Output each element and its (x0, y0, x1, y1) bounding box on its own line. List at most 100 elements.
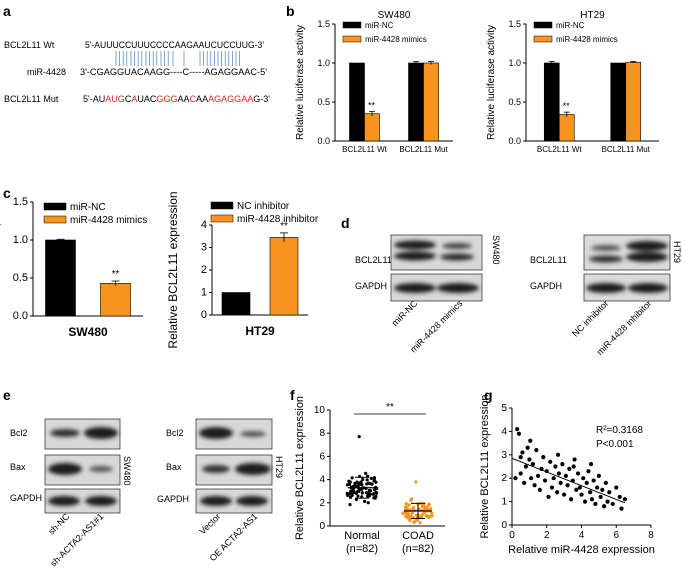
d-right-row-bcl2l11: BCL2L11 (530, 255, 567, 265)
g-point (572, 457, 577, 462)
f-dot-normal (356, 494, 360, 498)
c-sw480-significance: ** (112, 269, 120, 280)
f-dot-normal (364, 471, 368, 475)
f-dot-coad (406, 516, 410, 520)
e-right-lane-1: Vector (197, 511, 222, 536)
g-point (555, 490, 560, 495)
g-point (556, 471, 562, 476)
g-point (523, 464, 529, 469)
g-point (537, 487, 542, 492)
g-y-label: Relative BCL2L11 expression (479, 394, 491, 538)
mut-seq-part: AGAGGAA (208, 94, 253, 104)
b-sw480-y-tick-label: 1.0 (317, 58, 330, 68)
c-ht29-y-tick-label: 3 (201, 242, 207, 254)
panel-label-b: b (286, 3, 295, 19)
g-point (528, 438, 533, 443)
g-point (534, 448, 539, 453)
f-dot-coad (418, 521, 422, 525)
e-right-row-gapdh: GAPDH (157, 494, 189, 504)
g-fit-line (511, 457, 626, 504)
b-ht29-legend-label: miR-NC (556, 21, 585, 30)
b-ht29-y-tick-label: 1.5 (508, 19, 521, 29)
f-dot-normal (366, 501, 370, 505)
b-sw480-y-tick-label: 1.5 (317, 19, 330, 29)
g-point (579, 492, 584, 497)
b-ht29-y-tick-label: 0.5 (508, 97, 521, 107)
e-right-row-bcl2: Bcl2 (166, 428, 184, 438)
g-point (530, 462, 535, 467)
e-left-bands (48, 427, 118, 506)
f-dot-normal (354, 491, 358, 495)
panel-label-f: f (290, 387, 295, 403)
b-sw480-bar (408, 62, 424, 142)
d-left-lane-1: miR-NC (390, 298, 420, 328)
f-dot-normal (357, 489, 361, 493)
g-point (516, 431, 522, 436)
c-sw480-legend-swatch (43, 202, 67, 211)
c-ht29-legend-swatch (210, 201, 234, 210)
base-pair-lines (115, 51, 240, 66)
f-dot-normal (347, 482, 352, 486)
g-point (622, 497, 628, 502)
b-ht29-bar (558, 114, 575, 142)
f-dot-normal (372, 478, 376, 482)
g-point (555, 452, 561, 457)
b-ht29-y-label: Relative luciferase activity (486, 25, 497, 140)
g-point (617, 494, 622, 500)
g-point (563, 473, 568, 478)
mut-seq-part: C (190, 94, 197, 104)
f-x-tick-n: (n=82) (402, 543, 434, 555)
f-dot-coad (411, 505, 416, 510)
c-ht29-bar (269, 237, 299, 316)
b-sw480-legend-label: miR-NC (365, 21, 394, 30)
f-dot-normal (354, 497, 359, 502)
g-point (542, 478, 548, 483)
g-point (522, 480, 527, 485)
g-point (565, 483, 570, 488)
g-point (600, 487, 605, 492)
d-right-blot-top (583, 234, 671, 271)
chart-c-ht29: 0 1 2 3 4 Relative BCL2L11 expression HT29 ** NC… (166, 191, 319, 348)
e-right-bands (199, 427, 271, 506)
f-dot-normal (372, 492, 376, 496)
g-point (558, 480, 563, 485)
g-point (581, 476, 586, 481)
e-left-row-bax: Bax (10, 462, 26, 472)
b-ht29-y-tick-label: 0.0 (508, 136, 521, 146)
g-point (518, 471, 523, 476)
f-dot-normal (369, 476, 373, 480)
b-ht29-x-tick-label: BCL2L11 Wt (537, 145, 583, 154)
panel-a: BCL2L11 Wt miR-4428 BCL2L11 Mut 5'-AUUUC… (4, 40, 270, 104)
f-dot-normal (346, 493, 350, 498)
panel-label-e: e (3, 387, 11, 403)
g-point (532, 483, 537, 488)
chart-b-sw480: SW480 0.0 0.5 1.0 1.5 Relative luciferase act… (295, 10, 453, 154)
d-left-cell-label: SW480 (491, 235, 501, 265)
f-dot-normal (350, 476, 354, 480)
f-dot-normal (363, 499, 367, 503)
c-sw480-legend-label: miR-NC (70, 202, 106, 213)
g-point (589, 497, 595, 502)
c-ht29-bar (221, 292, 251, 316)
g-point (553, 464, 558, 469)
g-point (515, 426, 520, 432)
g-y-tick-label: 5 (501, 403, 507, 414)
c-sw480-legend-label: miR-4428 mimics (70, 215, 147, 226)
g-point (535, 473, 541, 478)
panel-label-a: a (3, 3, 11, 19)
c-sw480-bar (45, 239, 76, 317)
panel-label-g: g (484, 387, 493, 403)
b-ht29-bar (625, 61, 642, 142)
g-point (546, 494, 551, 500)
g-point (593, 501, 598, 507)
f-y-tick-label: 0 (319, 521, 325, 532)
c-ht29-legend-label: NC inhibitor (237, 201, 290, 212)
g-point (562, 492, 567, 497)
c-sw480-legend-swatch (43, 215, 67, 224)
mir-label: miR-4428 (27, 67, 66, 77)
f-dot-coad (422, 504, 426, 508)
mir-sequence: 3'-CGAGGUACAAGG----C-----AGAGGAAC-5' (80, 67, 267, 77)
b-ht29-legend-swatch (533, 21, 553, 29)
f-dot-coad (430, 511, 434, 515)
b-sw480-y-tick-label: 0.0 (317, 136, 330, 146)
